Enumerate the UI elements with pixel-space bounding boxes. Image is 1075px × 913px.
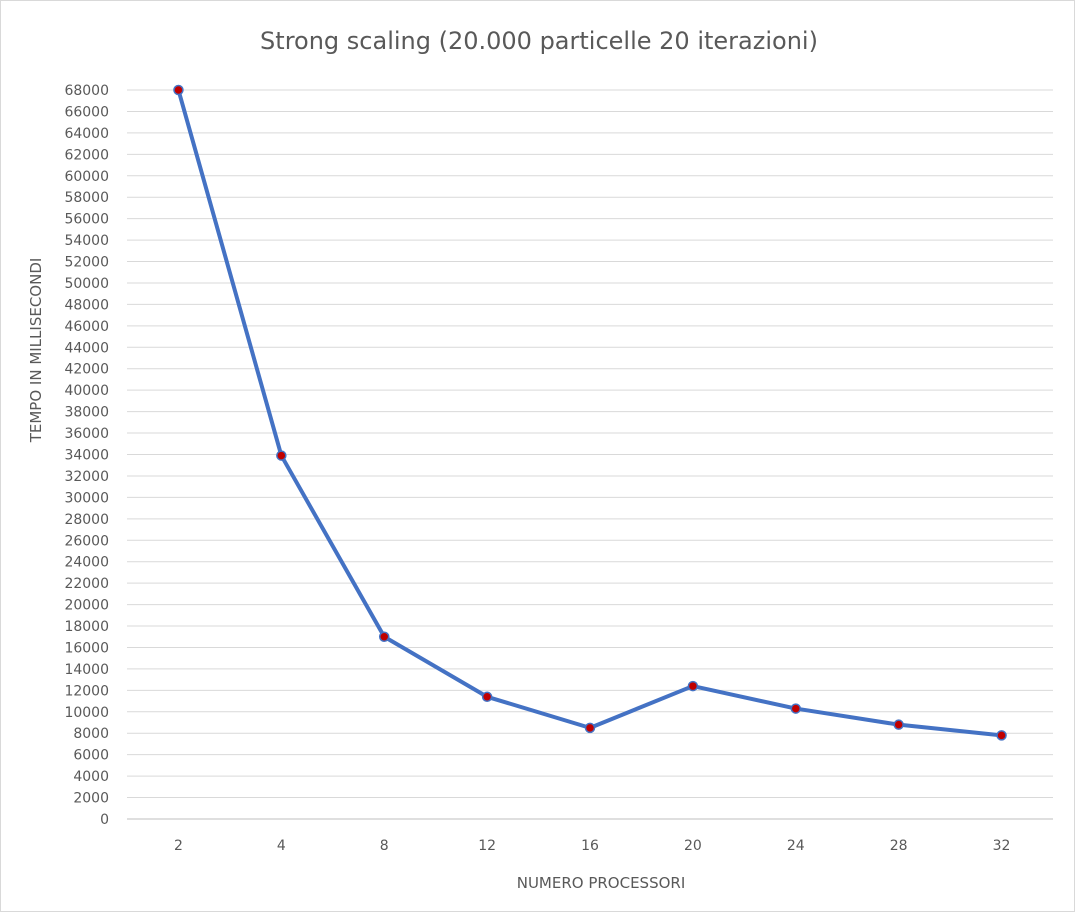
data-point bbox=[584, 722, 596, 734]
gridlines bbox=[127, 89, 1053, 820]
series-layer bbox=[173, 84, 1007, 741]
y-tick-label: 16000 bbox=[64, 640, 109, 656]
x-tick-label: 12 bbox=[478, 838, 496, 854]
y-tick-label: 64000 bbox=[64, 126, 109, 142]
x-tick-label: 28 bbox=[890, 838, 908, 854]
y-tick-label: 40000 bbox=[64, 383, 109, 399]
data-point bbox=[893, 719, 904, 730]
y-tick-label: 4000 bbox=[73, 769, 109, 785]
x-axis-ticks: 2 4 8 12 16 20 24 28 32 bbox=[174, 838, 1010, 854]
y-tick-label: 62000 bbox=[64, 147, 109, 163]
y-tick-label: 20000 bbox=[64, 598, 109, 614]
y-tick-label: 14000 bbox=[64, 662, 109, 678]
data-point bbox=[378, 631, 390, 642]
x-tick-label: 32 bbox=[993, 838, 1011, 854]
x-tick-label: 20 bbox=[684, 838, 702, 854]
y-tick-label: 28000 bbox=[64, 512, 109, 528]
y-tick-label: 2000 bbox=[73, 791, 109, 807]
x-tick-label: 2 bbox=[174, 838, 183, 854]
y-tick-label: 6000 bbox=[73, 748, 109, 764]
y-tick-label: 10000 bbox=[64, 705, 109, 721]
y-tick-label: 66000 bbox=[64, 104, 109, 120]
series-line bbox=[176, 88, 1004, 738]
y-tick-label: 8000 bbox=[73, 726, 109, 742]
y-tick-label: 30000 bbox=[64, 490, 109, 506]
data-point bbox=[173, 84, 184, 96]
y-tick-label: 48000 bbox=[64, 297, 109, 313]
y-tick-label: 0 bbox=[100, 812, 109, 828]
data-point bbox=[790, 703, 802, 714]
y-tick-label: 50000 bbox=[64, 276, 109, 292]
y-tick-label: 58000 bbox=[64, 190, 109, 206]
data-point bbox=[276, 450, 287, 461]
y-tick-label: 42000 bbox=[64, 362, 109, 378]
chart-title: Strong scaling (20.000 particelle 20 ite… bbox=[260, 27, 818, 55]
y-tick-label: 46000 bbox=[64, 319, 109, 335]
y-axis-title: TEMPO IN MILLISECONDI bbox=[27, 258, 45, 444]
x-axis-title: NUMERO PROCESSORI bbox=[517, 874, 686, 892]
y-tick-label: 56000 bbox=[64, 212, 109, 228]
y-tick-label: 22000 bbox=[64, 576, 109, 592]
data-point bbox=[687, 680, 699, 692]
y-tick-label: 34000 bbox=[64, 448, 109, 464]
y-tick-label: 68000 bbox=[64, 83, 109, 99]
y-tick-label: 36000 bbox=[64, 426, 109, 442]
data-point bbox=[481, 691, 493, 703]
x-tick-label: 16 bbox=[581, 838, 599, 854]
y-tick-label: 52000 bbox=[64, 255, 109, 271]
y-tick-label: 26000 bbox=[64, 533, 109, 549]
x-tick-label: 4 bbox=[277, 838, 286, 854]
y-tick-label: 24000 bbox=[64, 555, 109, 571]
y-axis-ticks: 0 2000 4000 6000 8000 10000 12000 14000 16000 180… bbox=[64, 83, 109, 828]
y-tick-label: 38000 bbox=[64, 405, 109, 421]
y-tick-label: 60000 bbox=[64, 169, 109, 185]
y-tick-label: 44000 bbox=[64, 340, 109, 356]
y-tick-label: 18000 bbox=[64, 619, 109, 635]
x-tick-label: 8 bbox=[380, 838, 389, 854]
y-tick-label: 54000 bbox=[64, 233, 109, 249]
y-tick-label: 32000 bbox=[64, 469, 109, 485]
data-point bbox=[996, 730, 1007, 741]
y-tick-label: 12000 bbox=[64, 683, 109, 699]
x-tick-label: 24 bbox=[787, 838, 805, 854]
